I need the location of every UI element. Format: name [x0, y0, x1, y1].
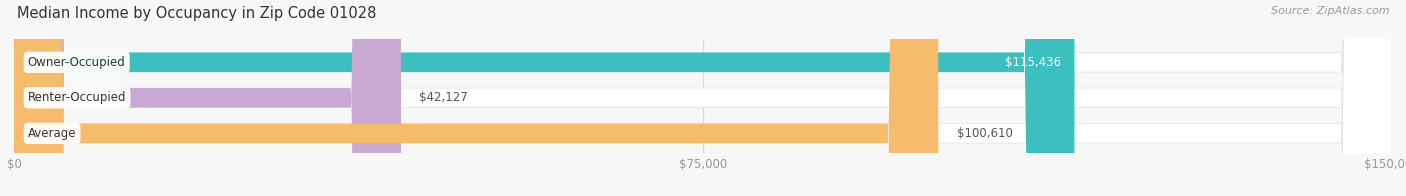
FancyBboxPatch shape	[14, 0, 938, 196]
Text: $115,436: $115,436	[1005, 56, 1060, 69]
FancyBboxPatch shape	[14, 0, 401, 196]
Text: Owner-Occupied: Owner-Occupied	[28, 56, 125, 69]
Text: Source: ZipAtlas.com: Source: ZipAtlas.com	[1271, 6, 1389, 16]
FancyBboxPatch shape	[14, 0, 1074, 196]
Text: Median Income by Occupancy in Zip Code 01028: Median Income by Occupancy in Zip Code 0…	[17, 6, 377, 21]
FancyBboxPatch shape	[14, 0, 1392, 196]
Text: $100,610: $100,610	[956, 127, 1012, 140]
Text: Renter-Occupied: Renter-Occupied	[28, 91, 127, 104]
FancyBboxPatch shape	[14, 0, 1392, 196]
Text: $42,127: $42,127	[419, 91, 468, 104]
FancyBboxPatch shape	[14, 0, 1392, 196]
Text: Average: Average	[28, 127, 76, 140]
